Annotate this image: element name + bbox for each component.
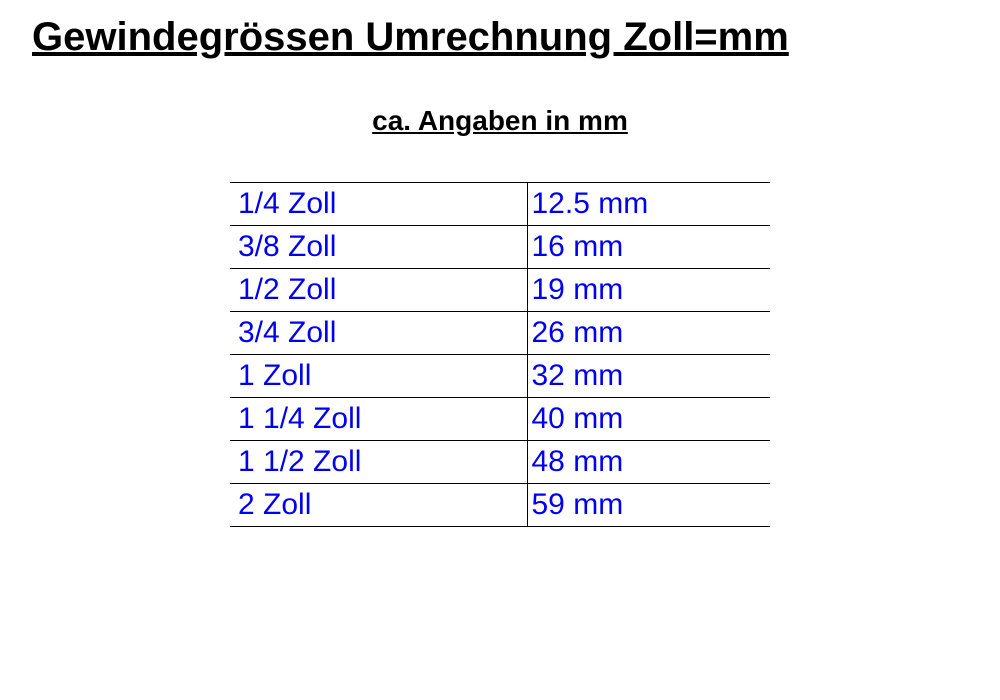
zoll-cell: 3/8 Zoll xyxy=(230,226,527,269)
mm-cell: 19 mm xyxy=(527,269,770,312)
mm-cell: 40 mm xyxy=(527,398,770,441)
mm-cell: 12.5 mm xyxy=(527,183,770,226)
conversion-table: 1/4 Zoll 12.5 mm 3/8 Zoll 16 mm 1/2 Zoll… xyxy=(230,182,770,527)
page-title: Gewindegrössen Umrechnung Zoll=mm xyxy=(0,15,1000,60)
page-subtitle: ca. Angaben in mm xyxy=(0,105,1000,137)
mm-cell: 26 mm xyxy=(527,312,770,355)
zoll-cell: 1/2 Zoll xyxy=(230,269,527,312)
table-row: 2 Zoll 59 mm xyxy=(230,484,770,527)
mm-cell: 59 mm xyxy=(527,484,770,527)
mm-cell: 48 mm xyxy=(527,441,770,484)
zoll-cell: 2 Zoll xyxy=(230,484,527,527)
zoll-cell: 1 1/4 Zoll xyxy=(230,398,527,441)
zoll-cell: 3/4 Zoll xyxy=(230,312,527,355)
table-row: 1 1/4 Zoll 40 mm xyxy=(230,398,770,441)
table-container: 1/4 Zoll 12.5 mm 3/8 Zoll 16 mm 1/2 Zoll… xyxy=(0,182,1000,527)
mm-cell: 16 mm xyxy=(527,226,770,269)
table-row: 3/8 Zoll 16 mm xyxy=(230,226,770,269)
table-row: 1/4 Zoll 12.5 mm xyxy=(230,183,770,226)
zoll-cell: 1 1/2 Zoll xyxy=(230,441,527,484)
table-row: 1 1/2 Zoll 48 mm xyxy=(230,441,770,484)
table-row: 1 Zoll 32 mm xyxy=(230,355,770,398)
zoll-cell: 1 Zoll xyxy=(230,355,527,398)
table-row: 3/4 Zoll 26 mm xyxy=(230,312,770,355)
zoll-cell: 1/4 Zoll xyxy=(230,183,527,226)
table-row: 1/2 Zoll 19 mm xyxy=(230,269,770,312)
mm-cell: 32 mm xyxy=(527,355,770,398)
